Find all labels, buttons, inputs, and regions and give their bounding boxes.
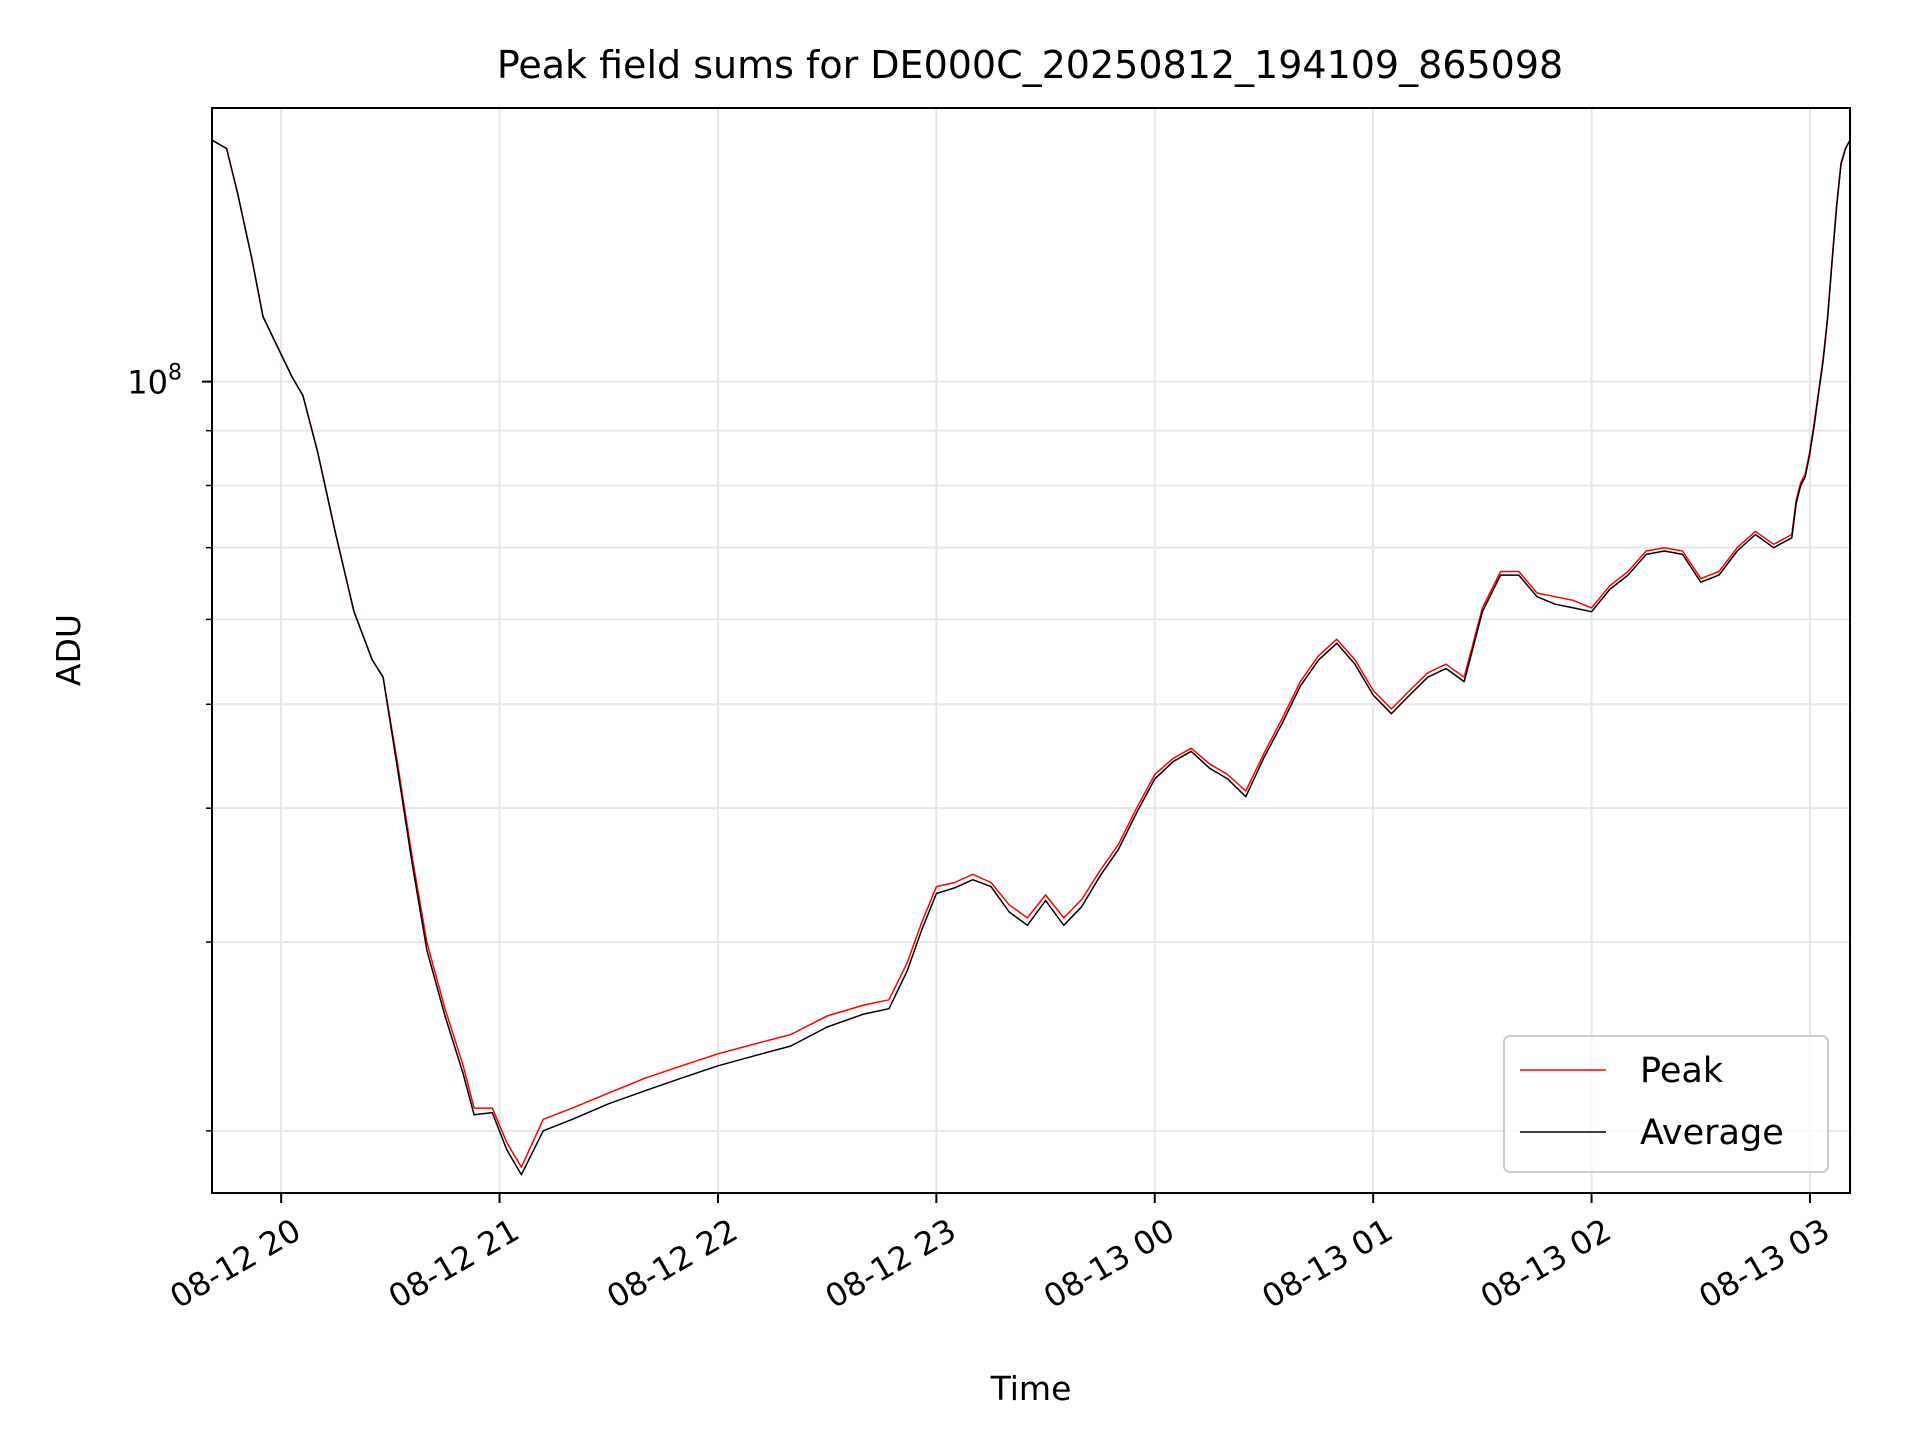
y-axis-label: ADU	[49, 614, 88, 686]
plot-frame	[211, 107, 1851, 1194]
y-axis: 108	[127, 361, 212, 1132]
legend-label-peak: Peak	[1640, 1051, 1724, 1091]
legend-label-average: Average	[1640, 1113, 1784, 1153]
chart-title: Peak field sums for DE000C_20250812_1941…	[497, 43, 1563, 87]
series-line-average	[212, 139, 1850, 1176]
series-lines	[212, 139, 1850, 1176]
series-line-peak	[212, 139, 1850, 1168]
x-axis-label: Time	[990, 1369, 1072, 1408]
y-tick-label: 108	[127, 361, 182, 402]
legend: Peak Average	[1503, 1035, 1829, 1173]
